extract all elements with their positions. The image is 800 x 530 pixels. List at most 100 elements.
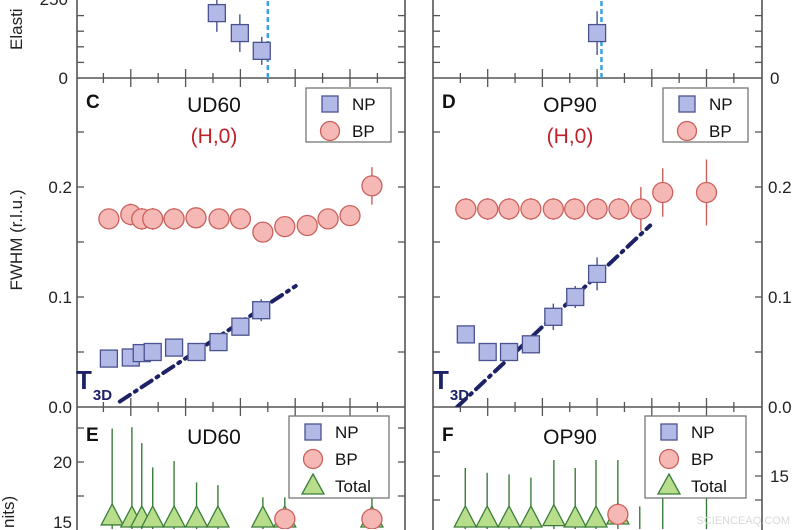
total-point [583, 504, 609, 528]
legends: NP BP NP BP NP BP Total NP BP Total [288, 87, 749, 499]
np-point [478, 342, 497, 362]
fit-label-d: T3D [433, 365, 469, 404]
np-point [209, 332, 228, 352]
total-point [162, 504, 187, 528]
total-point [518, 504, 543, 528]
panel-c-marks [98, 167, 383, 404]
tick-label-d-0.1: 0.1 [768, 288, 792, 307]
np-point [566, 287, 585, 307]
panel-a-marks [207, 0, 271, 78]
bp-point [361, 508, 383, 529]
bp-point [317, 208, 339, 230]
np-point [230, 23, 250, 43]
bp-point [607, 503, 629, 526]
tick-label-d-0.0: 0.0 [768, 398, 792, 417]
total-point [563, 504, 588, 528]
panel-label-e: E [86, 425, 99, 446]
legend-np-icon [678, 95, 696, 113]
bp-point [274, 508, 296, 529]
bp-point [652, 181, 674, 204]
bp-point [98, 208, 120, 230]
legend-label-bp: BP [352, 122, 375, 141]
legend-label-np: NP [335, 423, 359, 442]
fit-label-main: T [433, 365, 449, 395]
legend-label-np: NP [709, 95, 733, 114]
tick-label-c-0.0: 0.0 [48, 398, 72, 417]
legend-np-icon [321, 95, 339, 113]
legend-label-bp: BP [709, 122, 732, 141]
bp-point [630, 198, 652, 220]
np-point [187, 342, 206, 362]
np-point [252, 41, 271, 61]
panel-b-marks [587, 1, 607, 78]
legend-total-icon [300, 472, 326, 495]
legend-total-icon [656, 472, 682, 495]
panel-f-marks [453, 460, 708, 529]
total-point [100, 502, 125, 526]
bp-point [520, 198, 542, 220]
fit-label-c: T3D [76, 365, 112, 404]
panel-c-subtitle: (H,0) [191, 125, 238, 148]
bp-point [142, 208, 164, 230]
tick-label-f-15: 15 [770, 467, 789, 486]
bp-point [252, 221, 274, 243]
np-point [587, 264, 607, 284]
total-point [496, 504, 522, 528]
panel-f-title: OP90 [543, 426, 597, 449]
legend-label-np: NP [352, 95, 376, 114]
legend-label-total: Total [691, 477, 727, 496]
data-marks [98, 0, 718, 529]
bp-point [455, 198, 477, 220]
bp-point [296, 214, 318, 237]
fit-label-main: T [76, 365, 92, 395]
panel-d-marks [455, 159, 718, 407]
legend-label-bp: BP [335, 450, 358, 469]
legend-label-np: NP [691, 423, 715, 442]
bp-point [163, 208, 185, 230]
legend-c: NP BP [305, 87, 392, 143]
np-point [143, 342, 162, 362]
y-axis-label-top: Elasti [7, 8, 26, 50]
total-point [453, 504, 478, 528]
fit-label-sub: 3D [93, 387, 112, 404]
legend-bp-icon [302, 448, 324, 470]
panel-d-title: OP90 [543, 94, 597, 117]
bp-point [361, 175, 383, 197]
legend-d: NP BP [662, 87, 749, 143]
total-point [184, 504, 209, 528]
tick-label-c-0.1: 0.1 [48, 288, 72, 307]
bp-point [586, 198, 608, 220]
bp-point [608, 198, 630, 220]
bp-point [274, 215, 296, 238]
legend-label-total: Total [335, 477, 371, 496]
total-point [475, 504, 500, 528]
panel-c-title: UD60 [187, 94, 241, 117]
legend-np-icon [304, 423, 322, 441]
np-point [544, 307, 563, 326]
np-point [499, 342, 519, 362]
np-point [587, 23, 607, 43]
bp-point [564, 198, 586, 220]
fit-label-sub: 3D [450, 387, 469, 404]
bp-point [229, 208, 252, 230]
panel-e-title: UD60 [187, 426, 241, 449]
y-axis-label-bottom: nits) [0, 496, 18, 528]
tick-label-e-15: 15 [53, 513, 72, 530]
panel-e-marks [100, 427, 384, 529]
np-point [207, 3, 226, 23]
bp-point [542, 198, 564, 220]
np-point [164, 338, 184, 357]
legend-box [662, 87, 749, 143]
bp-point [695, 181, 718, 204]
legend-e: NP BP Total [288, 415, 390, 499]
np-point [231, 317, 250, 336]
y-axis-label-fwhm: FWHM (r.l.u.) [7, 189, 26, 290]
total-point [541, 503, 566, 527]
bp-point [477, 198, 499, 220]
legend-bp-icon [658, 448, 680, 470]
bp-point [208, 208, 230, 230]
tick-label-e-20: 20 [53, 453, 72, 472]
legend-np-icon [660, 423, 678, 441]
legend-box [305, 87, 392, 143]
